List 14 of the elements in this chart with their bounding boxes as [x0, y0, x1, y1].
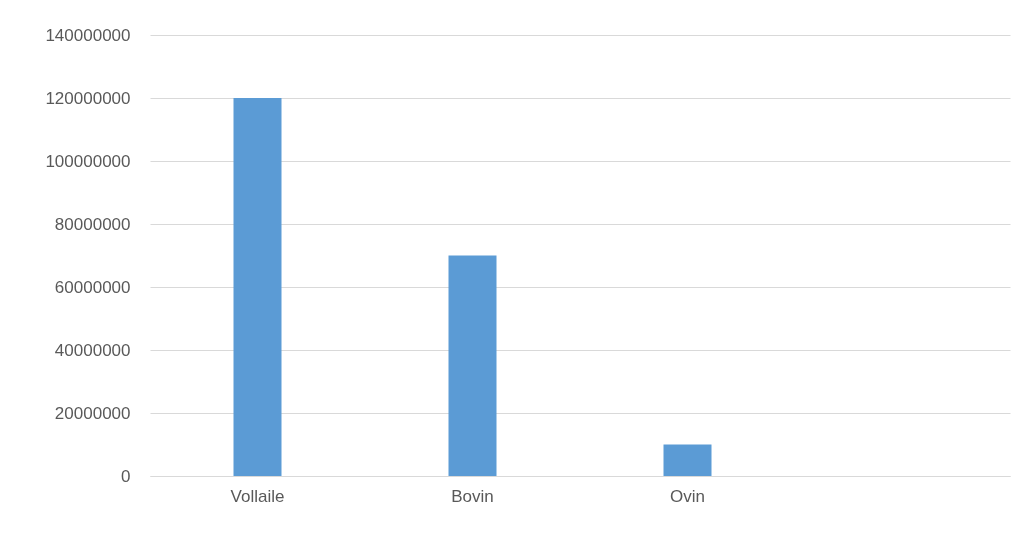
y-tick-label: 20000000: [54, 403, 131, 423]
x-tick-label: Bovin: [451, 486, 494, 506]
y-tick-label: 80000000: [54, 214, 131, 234]
y-tick-label: 120000000: [45, 88, 131, 108]
bar: [448, 255, 497, 476]
x-tick-label: Ovin: [670, 486, 705, 506]
bar: [663, 444, 712, 476]
y-tick-label: 40000000: [54, 340, 131, 360]
y-tick-label: 0: [121, 466, 131, 486]
y-tick-label: 60000000: [54, 277, 131, 297]
bar: [233, 98, 282, 476]
y-tick-label: 140000000: [45, 25, 131, 45]
x-tick-label: Vollaile: [230, 486, 285, 506]
y-tick-label: 100000000: [45, 151, 131, 171]
